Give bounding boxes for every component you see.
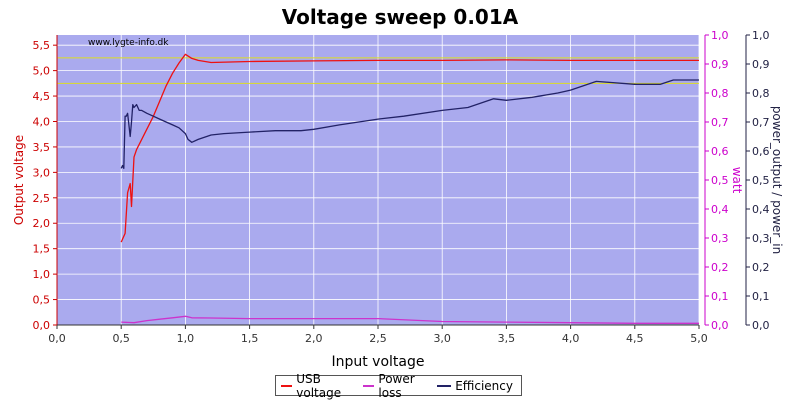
x-tick-label: 4,0 <box>562 332 580 345</box>
y-right-tick-label: 0,2 <box>711 261 729 274</box>
legend: USB voltage Power loss Efficiency <box>275 372 522 400</box>
x-tick-label: 3,0 <box>433 332 451 345</box>
y-left-tick-label: 0,0 <box>33 319 51 332</box>
x-tick-label: 2,5 <box>369 332 387 345</box>
y-right2-tick-label: 0,1 <box>752 290 770 303</box>
y-right2-tick-label: 0,3 <box>752 232 770 245</box>
y-right-tick-label: 0,9 <box>711 58 729 71</box>
y-right2-tick-label: 0,7 <box>752 116 770 129</box>
y-right-tick-label: 0,6 <box>711 145 729 158</box>
x-tick-label: 3,5 <box>498 332 516 345</box>
y-left-tick-label: 3,0 <box>33 166 51 179</box>
watermark: www.lygte-info.dk <box>88 38 169 48</box>
y-right-axis-label: watt <box>730 167 744 194</box>
x-axis-label: Input voltage <box>331 354 424 370</box>
x-tick-label: 1,0 <box>177 332 195 345</box>
y-right-tick-label: 0,0 <box>711 319 729 332</box>
legend-label-usb: USB voltage <box>296 371 342 400</box>
y-right2-tick-label: 0,8 <box>752 87 770 100</box>
y-right-tick-label: 1,0 <box>711 29 729 42</box>
y-left-tick-label: 1,0 <box>33 268 51 281</box>
power-loss-line <box>121 315 699 324</box>
y-right-tick-label: 0,4 <box>711 203 729 216</box>
y-right2-tick-label: 0,2 <box>752 261 770 274</box>
y-right-tick-label: 0,8 <box>711 87 729 100</box>
y-right-tick-label: 0,7 <box>711 116 729 129</box>
usb-voltage-line <box>120 53 699 243</box>
y-left-tick-label: 3,5 <box>33 141 51 154</box>
x-tick-label: 0,5 <box>112 332 130 345</box>
y-right2-tick-label: 0,5 <box>752 174 770 187</box>
y-right2-tick-label: 0,4 <box>752 203 770 216</box>
y-right2-axis-label: power_output / power_in <box>770 106 784 254</box>
x-tick-label: 5,0 <box>690 332 708 345</box>
y-right2-tick-label: 1,0 <box>752 29 770 42</box>
axes: 0,0 0,5 1,0 1,5 2,0 2,5 3,0 3,5 4,0 4,5 5,00,00,51… <box>33 29 770 345</box>
x-tick-label: 1,5 <box>241 332 259 345</box>
efficiency-line <box>120 79 699 170</box>
legend-swatch-usb <box>281 384 293 387</box>
legend-label-loss: Power loss <box>378 371 415 400</box>
x-tick-label: 0,0 <box>48 332 66 345</box>
y-left-tick-label: 1,5 <box>33 243 51 256</box>
y-left-tick-label: 2,5 <box>33 192 51 205</box>
y-left-tick-label: 5,0 <box>33 65 51 78</box>
legend-swatch-loss <box>363 384 375 387</box>
y-left-tick-label: 5,5 <box>33 39 51 52</box>
y-right2-tick-label: 0,9 <box>752 58 770 71</box>
series-group <box>120 53 699 324</box>
y-right-tick-label: 0,1 <box>711 290 729 303</box>
legend-item-efficiency: Efficiency <box>437 379 513 393</box>
legend-item-usb: USB voltage <box>281 372 355 400</box>
y-right2-tick-label: 0,0 <box>752 319 770 332</box>
y-left-tick-label: 2,0 <box>33 217 51 230</box>
x-tick-label: 4,5 <box>626 332 644 345</box>
y-left-tick-label: 4,5 <box>33 90 51 103</box>
y-right-tick-label: 0,3 <box>711 232 729 245</box>
x-tick-label: 2,0 <box>305 332 323 345</box>
legend-item-loss: Power loss <box>363 372 429 400</box>
legend-label-efficiency: Efficiency <box>455 378 513 393</box>
y-right2-tick-label: 0,6 <box>752 145 770 158</box>
y-left-tick-label: 4,0 <box>33 115 51 128</box>
y-right-tick-label: 0,5 <box>711 174 729 187</box>
legend-swatch-efficiency <box>437 384 452 387</box>
y-left-tick-label: 0,5 <box>33 294 51 307</box>
y-left-axis-label: Output voltage <box>12 135 26 225</box>
chart-title: Voltage sweep 0.01A <box>282 5 519 29</box>
